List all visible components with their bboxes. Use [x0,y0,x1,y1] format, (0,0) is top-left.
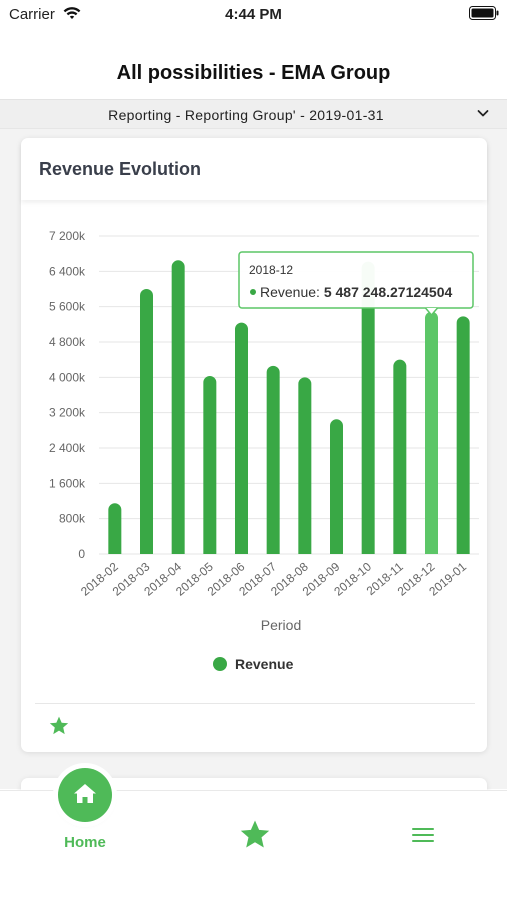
y-tick-label: 7 200k [49,229,86,243]
bar [266,365,280,554]
card-header: Revenue Evolution [21,138,487,200]
y-tick-label: 6 400k [49,264,86,278]
tab-home-label[interactable]: Home [64,834,106,851]
star-icon[interactable] [238,818,272,852]
card-divider [35,703,475,704]
y-tick-label: 4 000k [49,370,86,384]
report-selector[interactable]: Reporting - Reporting Group' - 2019-01-3… [0,99,507,129]
bar [425,311,438,554]
tooltip-series-label: Revenue: [260,284,324,300]
revenue-chart: 0 800k 1 600k 2 400k 3 200k 4 000k 4 800k 5 600… [49,229,479,672]
status-bar: Carrier 4:44 PM [0,0,507,30]
battery-icon [469,6,499,20]
bar [361,261,375,554]
legend-marker [213,657,227,671]
tab-home[interactable] [58,768,112,822]
y-tick-label: 4 800k [49,335,86,349]
bar [108,503,122,554]
report-selector-label: Reporting - Reporting Group' - 2019-01-3… [108,107,384,123]
star-icon[interactable] [48,715,70,737]
bar [393,359,407,554]
card-title: Revenue Evolution [39,159,202,179]
y-tick-label: 0 [78,547,85,561]
tooltip-box [238,251,474,309]
menu-icon[interactable] [411,826,435,844]
tooltip-value: Revenue: 5 487 248.27124504 [260,284,453,300]
y-tick-label: 5 600k [49,300,86,314]
y-tick-label: 1 600k [49,476,86,490]
bar [456,316,470,554]
tooltip-marker [250,289,256,295]
tooltip-value-text: 5 487 248.27124504 [324,284,453,300]
home-icon [74,784,96,803]
bar [330,419,343,554]
y-tick-label: 2 400k [49,441,86,455]
bar [203,376,217,554]
tooltip-title: 2018-12 [249,263,293,277]
legend-label: Revenue [235,656,294,672]
bar [140,289,153,554]
carrier-label: Carrier [9,6,55,23]
bar [298,377,312,554]
y-tick-label: 3 200k [49,406,86,420]
wifi-icon [63,7,81,19]
x-axis-label: Period [261,617,301,633]
chevron-down-icon[interactable] [477,108,489,118]
bar [171,260,185,554]
y-tick-label: 800k [59,512,86,526]
page-title: All possibilities - EMA Group [116,62,391,84]
revenue-card: Revenue Evolution 0 800k 1 600k 2 400k 3 200… [21,138,487,752]
status-time: 4:44 PM [225,6,282,23]
bar [235,322,248,554]
tooltip-pointer [424,307,439,317]
